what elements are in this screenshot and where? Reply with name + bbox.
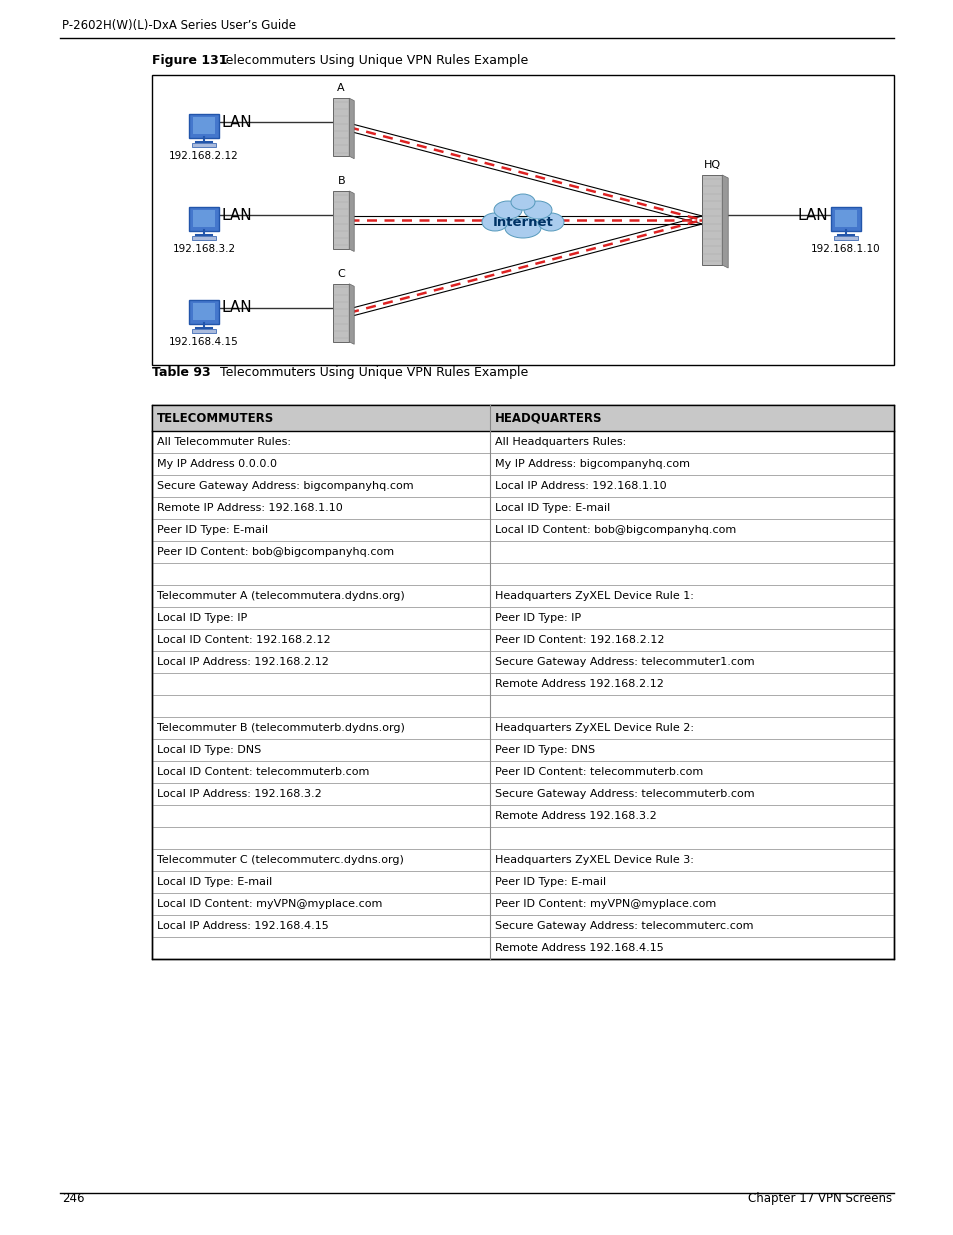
Text: Local ID Type: DNS: Local ID Type: DNS <box>157 745 261 755</box>
FancyBboxPatch shape <box>189 207 218 231</box>
Text: Local IP Address: 192.168.1.10: Local IP Address: 192.168.1.10 <box>494 480 665 492</box>
Text: All Telecommuter Rules:: All Telecommuter Rules: <box>157 437 291 447</box>
Text: C: C <box>337 269 345 279</box>
Ellipse shape <box>494 201 521 219</box>
Text: Local IP Address: 192.168.3.2: Local IP Address: 192.168.3.2 <box>157 789 321 799</box>
Text: HEADQUARTERS: HEADQUARTERS <box>494 411 601 425</box>
FancyBboxPatch shape <box>333 284 349 342</box>
Text: Chapter 17 VPN Screens: Chapter 17 VPN Screens <box>747 1192 891 1205</box>
Text: My IP Address: bigcompanyhq.com: My IP Address: bigcompanyhq.com <box>494 459 689 469</box>
Text: Local ID Content: bob@bigcompanyhq.com: Local ID Content: bob@bigcompanyhq.com <box>494 525 735 535</box>
Text: Table 93: Table 93 <box>152 366 211 379</box>
Text: Internet: Internet <box>492 215 553 228</box>
Text: Peer ID Content: bob@bigcompanyhq.com: Peer ID Content: bob@bigcompanyhq.com <box>157 547 394 557</box>
Text: Telecommuters Using Unique VPN Rules Example: Telecommuters Using Unique VPN Rules Exa… <box>220 54 528 67</box>
FancyBboxPatch shape <box>701 175 721 266</box>
Bar <box>193 303 214 320</box>
Text: Local ID Type: E-mail: Local ID Type: E-mail <box>157 877 272 887</box>
Text: Peer ID Content: 192.168.2.12: Peer ID Content: 192.168.2.12 <box>494 635 663 645</box>
Text: 246: 246 <box>62 1192 85 1205</box>
FancyBboxPatch shape <box>333 99 349 156</box>
Text: Peer ID Content: myVPN@myplace.com: Peer ID Content: myVPN@myplace.com <box>494 899 715 909</box>
Text: 192.168.1.10: 192.168.1.10 <box>810 245 880 254</box>
Bar <box>193 117 214 135</box>
Text: Local IP Address: 192.168.4.15: Local IP Address: 192.168.4.15 <box>157 921 329 931</box>
Text: Secure Gateway Address: telecommuterb.com: Secure Gateway Address: telecommuterb.co… <box>494 789 754 799</box>
Bar <box>193 210 214 227</box>
Bar <box>192 329 215 332</box>
Bar <box>152 405 893 431</box>
Text: Telecommuter C (telecommuterc.dydns.org): Telecommuter C (telecommuterc.dydns.org) <box>157 855 403 864</box>
Text: P-2602H(W)(L)-DxA Series User’s Guide: P-2602H(W)(L)-DxA Series User’s Guide <box>62 19 295 32</box>
Text: Secure Gateway Address: telecommuterc.com: Secure Gateway Address: telecommuterc.co… <box>494 921 752 931</box>
Bar <box>152 405 893 960</box>
Text: Local ID Type: IP: Local ID Type: IP <box>157 613 247 622</box>
Ellipse shape <box>511 194 535 210</box>
Bar <box>192 236 215 240</box>
Bar <box>833 236 857 240</box>
Text: Local IP Address: 192.168.2.12: Local IP Address: 192.168.2.12 <box>157 657 329 667</box>
Text: Remote Address 192.168.4.15: Remote Address 192.168.4.15 <box>494 944 662 953</box>
Text: All Headquarters Rules:: All Headquarters Rules: <box>494 437 625 447</box>
Bar <box>192 143 215 147</box>
Text: Local ID Content: myVPN@myplace.com: Local ID Content: myVPN@myplace.com <box>157 899 382 909</box>
Text: Peer ID Type: E-mail: Peer ID Type: E-mail <box>494 877 605 887</box>
Bar <box>834 210 856 227</box>
Text: Headquarters ZyXEL Device Rule 2:: Headquarters ZyXEL Device Rule 2: <box>494 722 693 734</box>
Text: Figure 131: Figure 131 <box>152 54 227 67</box>
Text: TELECOMMUTERS: TELECOMMUTERS <box>157 411 274 425</box>
Bar <box>152 75 893 366</box>
Text: A: A <box>337 83 345 93</box>
Text: Local ID Type: E-mail: Local ID Type: E-mail <box>494 503 609 513</box>
Text: LAN: LAN <box>222 207 253 222</box>
Text: Secure Gateway Address: bigcompanyhq.com: Secure Gateway Address: bigcompanyhq.com <box>157 480 414 492</box>
Polygon shape <box>349 99 354 159</box>
Text: Remote Address 192.168.2.12: Remote Address 192.168.2.12 <box>494 679 662 689</box>
Text: Peer ID Content: telecommuterb.com: Peer ID Content: telecommuterb.com <box>494 767 702 777</box>
Text: Remote Address 192.168.3.2: Remote Address 192.168.3.2 <box>494 811 656 821</box>
Text: 192.168.2.12: 192.168.2.12 <box>169 151 238 162</box>
Text: Local ID Content: 192.168.2.12: Local ID Content: 192.168.2.12 <box>157 635 331 645</box>
Text: Peer ID Type: IP: Peer ID Type: IP <box>494 613 580 622</box>
Text: Local ID Content: telecommuterb.com: Local ID Content: telecommuterb.com <box>157 767 369 777</box>
FancyBboxPatch shape <box>830 207 860 231</box>
FancyBboxPatch shape <box>333 191 349 249</box>
Text: My IP Address 0.0.0.0: My IP Address 0.0.0.0 <box>157 459 276 469</box>
Text: Secure Gateway Address: telecommuter1.com: Secure Gateway Address: telecommuter1.co… <box>494 657 754 667</box>
Text: HQ: HQ <box>703 161 720 170</box>
Text: Telecommuter A (telecommutera.dydns.org): Telecommuter A (telecommutera.dydns.org) <box>157 592 404 601</box>
Ellipse shape <box>504 219 540 238</box>
Text: Remote IP Address: 192.168.1.10: Remote IP Address: 192.168.1.10 <box>157 503 342 513</box>
Ellipse shape <box>537 212 563 231</box>
Text: 192.168.3.2: 192.168.3.2 <box>172 245 235 254</box>
Polygon shape <box>349 284 354 345</box>
Text: LAN: LAN <box>222 300 253 315</box>
Text: Headquarters ZyXEL Device Rule 3:: Headquarters ZyXEL Device Rule 3: <box>494 855 693 864</box>
FancyBboxPatch shape <box>189 300 218 324</box>
Ellipse shape <box>481 212 507 231</box>
Text: Telecommuter B (telecommuterb.dydns.org): Telecommuter B (telecommuterb.dydns.org) <box>157 722 404 734</box>
Text: Headquarters ZyXEL Device Rule 1:: Headquarters ZyXEL Device Rule 1: <box>494 592 693 601</box>
Polygon shape <box>349 191 354 252</box>
Text: Peer ID Type: DNS: Peer ID Type: DNS <box>494 745 594 755</box>
FancyBboxPatch shape <box>189 114 218 138</box>
Text: B: B <box>337 177 345 186</box>
Ellipse shape <box>523 201 552 219</box>
Polygon shape <box>721 175 727 268</box>
Text: Peer ID Type: E-mail: Peer ID Type: E-mail <box>157 525 268 535</box>
Text: LAN: LAN <box>797 207 827 222</box>
Text: 192.168.4.15: 192.168.4.15 <box>169 337 238 347</box>
Text: Telecommuters Using Unique VPN Rules Example: Telecommuters Using Unique VPN Rules Exa… <box>220 366 528 379</box>
Text: LAN: LAN <box>222 115 253 130</box>
